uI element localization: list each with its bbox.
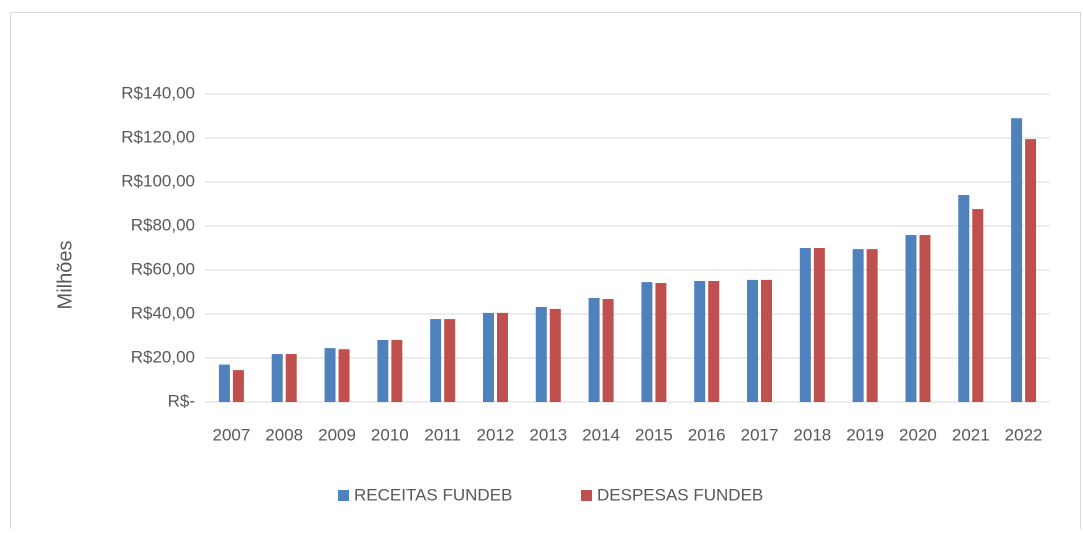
- legend-swatch: [581, 490, 592, 501]
- x-tick-label: 2008: [265, 425, 303, 444]
- bar: [391, 339, 403, 402]
- x-tick-label: 2010: [371, 425, 409, 444]
- y-tick-label: R$120,00: [121, 127, 195, 146]
- bar: [641, 282, 653, 402]
- y-tick-label: R$20,00: [131, 347, 195, 366]
- y-axis-label: Milhões: [54, 241, 76, 310]
- y-tick-label: R$40,00: [131, 303, 195, 322]
- x-tick-label: 2012: [477, 425, 515, 444]
- x-tick-label: 2020: [899, 425, 937, 444]
- bar: [324, 348, 336, 402]
- x-tick-label: 2011: [424, 425, 461, 444]
- legend-swatch: [338, 490, 349, 501]
- bar: [1025, 139, 1037, 402]
- bar: [852, 249, 864, 402]
- bar: [655, 282, 667, 402]
- bar: [549, 308, 561, 402]
- bar: [1011, 118, 1023, 402]
- bar: [813, 248, 825, 402]
- bar: [232, 370, 244, 402]
- bar: [377, 339, 389, 402]
- bar: [694, 281, 706, 402]
- x-tick-label: 2013: [529, 425, 567, 444]
- legend-label: RECEITAS FUNDEB: [354, 485, 512, 504]
- x-tick-label: 2015: [635, 425, 673, 444]
- chart-border: [10, 12, 1081, 534]
- x-tick-label: 2018: [793, 425, 831, 444]
- x-tick-label: 2014: [582, 425, 620, 444]
- bar: [285, 354, 297, 402]
- bar: [482, 312, 494, 402]
- bar: [496, 312, 508, 402]
- y-tick-label: R$140,00: [121, 83, 195, 102]
- bar: [708, 281, 720, 402]
- bar: [430, 319, 442, 402]
- x-tick-label: 2021: [952, 425, 990, 444]
- y-tick-label: R$100,00: [121, 171, 195, 190]
- x-tick-label: 2009: [318, 425, 356, 444]
- bar: [602, 299, 614, 402]
- bar: [444, 319, 456, 402]
- bar: [799, 248, 811, 402]
- bar: [338, 349, 350, 402]
- bar: [535, 306, 547, 402]
- x-tick-label: 2007: [212, 425, 250, 444]
- y-tick-label: R$80,00: [131, 215, 195, 234]
- bar: [271, 354, 283, 402]
- bar: [972, 209, 984, 402]
- bar: [919, 235, 931, 402]
- x-tick-label: 2022: [1005, 425, 1043, 444]
- bar: [866, 249, 878, 402]
- bar: [218, 364, 230, 402]
- bar: [747, 279, 759, 402]
- bar: [761, 279, 773, 402]
- bar: [588, 297, 600, 402]
- bar: [905, 235, 917, 402]
- y-tick-label: R$-: [168, 391, 195, 410]
- x-tick-label: 2019: [846, 425, 884, 444]
- x-tick-label: 2016: [688, 425, 726, 444]
- bar: [958, 194, 970, 402]
- x-tick-label: 2017: [741, 425, 779, 444]
- y-tick-label: R$60,00: [131, 259, 195, 278]
- legend-label: DESPESAS FUNDEB: [597, 485, 763, 504]
